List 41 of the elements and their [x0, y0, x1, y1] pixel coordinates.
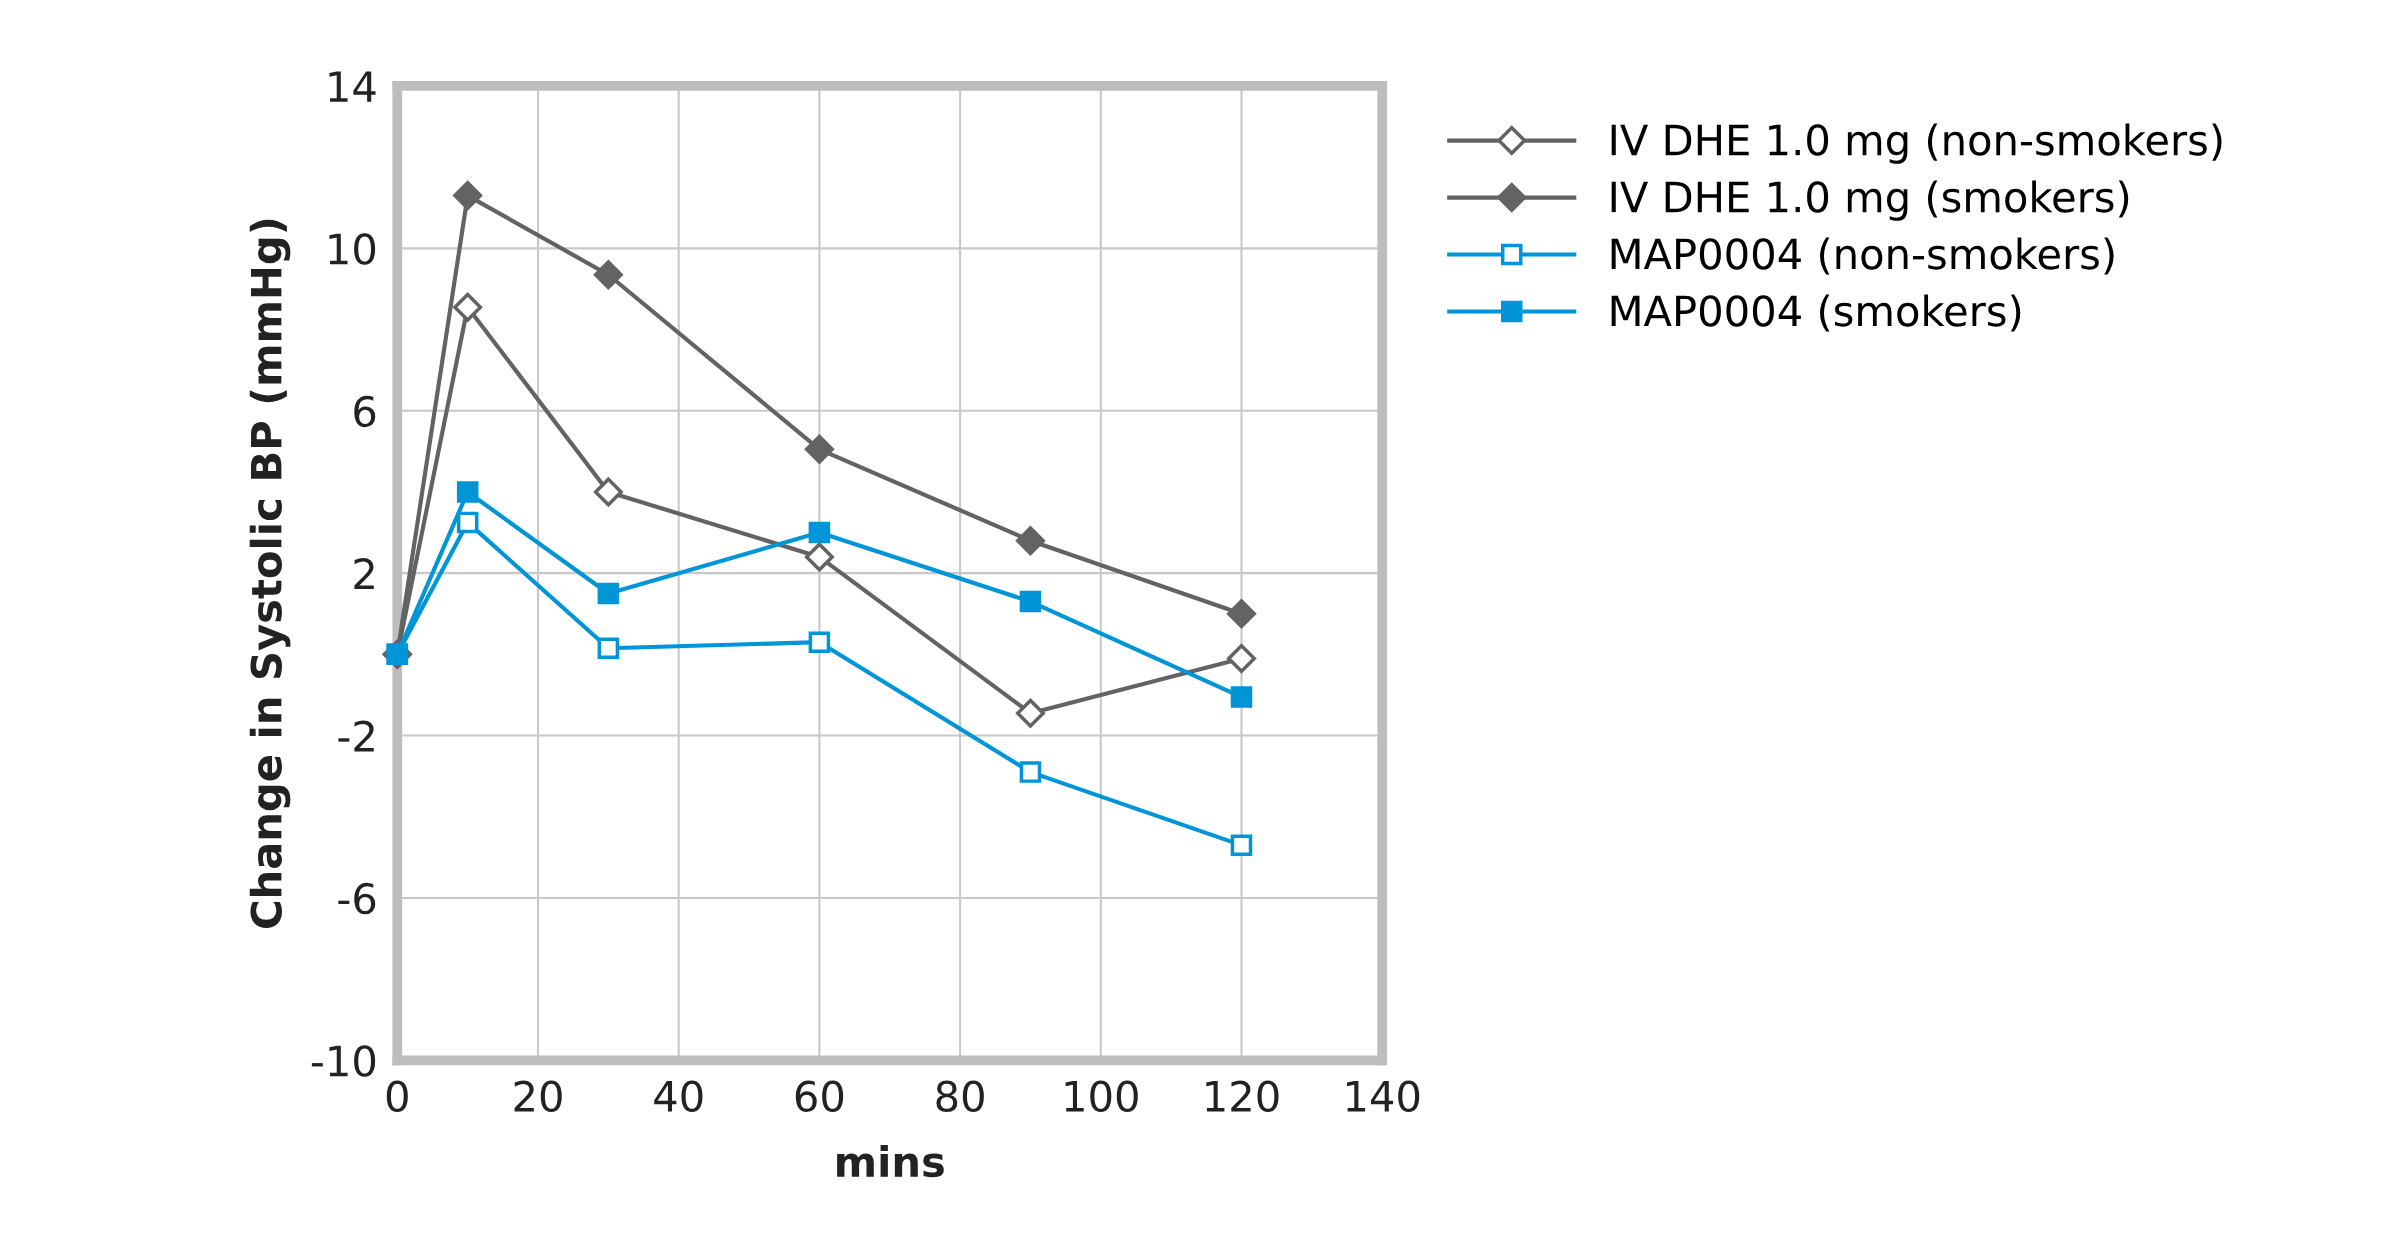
legend-label: MAP0004 (non-smokers) — [1611, 237, 2114, 275]
y-tick-label: -10 — [311, 1045, 376, 1077]
y-tick-label: 6 — [354, 395, 376, 428]
point — [804, 542, 834, 572]
point — [1015, 526, 1045, 556]
point — [453, 292, 483, 322]
point — [593, 260, 623, 290]
x-tick-label: 120 — [1206, 1080, 1279, 1113]
point — [1019, 761, 1042, 783]
point — [597, 637, 620, 660]
x-tick-label: 0 — [386, 1080, 408, 1113]
legend-label: MAP0004 (smokers) — [1611, 294, 2021, 332]
y-axis-title: Change in Systolic BP (mmHg) — [249, 219, 291, 928]
x-tick-label: 80 — [936, 1080, 984, 1113]
x-axis-title: mins — [837, 1145, 944, 1178]
x-tick-label: 140 — [1347, 1080, 1420, 1113]
point — [1230, 834, 1253, 856]
x-tick-label: 40 — [654, 1080, 703, 1113]
legend-label: IV DHE 1.0 mg (smokers) — [1611, 180, 2129, 221]
y-tick-label: 2 — [354, 558, 374, 589]
point — [1226, 599, 1256, 629]
y-tick-label: 10 — [329, 233, 376, 265]
x-tick-label: 100 — [1065, 1080, 1138, 1113]
point — [1015, 698, 1045, 728]
point — [1226, 643, 1256, 673]
y-tick-label: -2 — [338, 720, 374, 752]
y-tick-label: -6 — [338, 882, 376, 915]
legend-label: IV DHE 1.0 mg (non-smokers) — [1611, 123, 2222, 164]
point — [593, 477, 623, 507]
point — [453, 181, 483, 211]
point — [597, 582, 620, 605]
x-tick-label: 60 — [795, 1080, 844, 1113]
point — [804, 434, 834, 464]
point — [456, 511, 479, 534]
point — [456, 481, 479, 503]
point — [1019, 590, 1042, 613]
point — [808, 631, 831, 653]
x-tick-label: 20 — [514, 1080, 562, 1113]
y-tick-label: 14 — [329, 71, 376, 102]
point — [1230, 686, 1253, 708]
point — [808, 521, 831, 544]
